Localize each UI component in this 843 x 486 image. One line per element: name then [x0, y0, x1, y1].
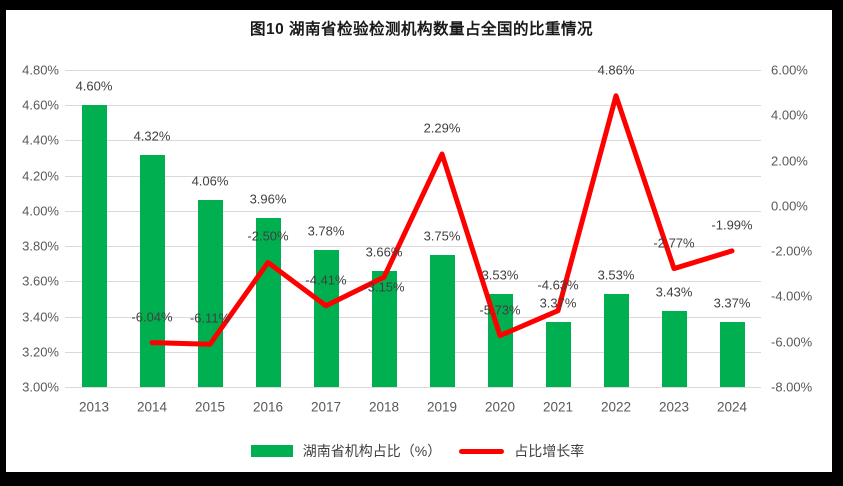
line-label-2014: -6.04% — [131, 309, 173, 325]
right-axis-tick: 0.00% — [771, 198, 808, 214]
left-axis-tick: 4.40% — [22, 132, 59, 148]
bar-label-2013: 4.60% — [75, 78, 113, 94]
legend-line-label: 占比增长率 — [514, 443, 585, 459]
line-label-2024: -1.99% — [711, 217, 753, 233]
right-axis-tick: 4.00% — [771, 107, 808, 123]
bar-label-2016: 3.96% — [249, 191, 287, 207]
left-axis-tick: 4.80% — [22, 62, 59, 78]
legend-bar-label: 湖南省机构占比（%） — [302, 443, 442, 459]
gridline — [65, 70, 761, 71]
bar-label-2018: 3.66% — [365, 244, 403, 260]
bar-label-2022: 3.53% — [597, 267, 635, 283]
bar-label-2023: 3.43% — [655, 284, 693, 300]
x-axis-label: 2016 — [252, 399, 284, 415]
x-axis-label: 2013 — [78, 399, 110, 415]
left-axis-tick: 3.60% — [22, 273, 59, 289]
left-axis-tick: 4.20% — [22, 168, 59, 184]
x-axis-label: 2015 — [194, 399, 226, 415]
x-axis-label: 2018 — [368, 399, 400, 415]
x-axis-label: 2017 — [310, 399, 342, 415]
left-axis-tick: 4.60% — [22, 97, 59, 113]
bar-2013 — [81, 105, 107, 387]
left-axis-tick: 3.40% — [22, 309, 59, 325]
legend: 湖南省机构占比（%） 占比增长率 — [0, 441, 843, 461]
bar-label-2014: 4.32% — [133, 128, 171, 144]
right-axis-tick: -2.00% — [771, 243, 813, 259]
left-axis-tick: 3.20% — [22, 344, 59, 360]
x-axis-label: 2020 — [484, 399, 516, 415]
right-axis-tick: 2.00% — [771, 153, 808, 169]
line-label-2015: -6.11% — [189, 310, 231, 326]
legend-bar-swatch-icon — [250, 445, 293, 457]
line-label-2019: 2.29% — [423, 120, 461, 136]
x-axis-label: 2024 — [716, 399, 748, 415]
x-axis-label: 2023 — [658, 399, 690, 415]
right-axis-tick: -8.00% — [771, 379, 813, 395]
left-axis-tick: 3.80% — [22, 238, 59, 254]
bar-label-2019: 3.75% — [423, 228, 461, 244]
left-axis-tick: 3.00% — [22, 379, 59, 395]
bar-label-2017: 3.78% — [307, 223, 345, 239]
line-label-2021: -4.63% — [537, 277, 579, 293]
right-axis-tick: 6.00% — [771, 62, 808, 78]
line-label-2016: -2.50% — [247, 228, 289, 244]
line-label-2023: -2.77% — [653, 235, 695, 251]
chart-title: 图10 湖南省检验检测机构数量占全国的比重情况 — [249, 21, 594, 38]
line-label-2017: -4.41% — [305, 272, 347, 288]
gridline — [65, 387, 761, 388]
x-axis-label: 2021 — [542, 399, 574, 415]
bar-label-2024: 3.37% — [713, 295, 751, 311]
right-axis-tick: -4.00% — [771, 288, 813, 304]
right-axis-tick: -6.00% — [771, 334, 813, 350]
gridline — [65, 351, 761, 353]
legend-line-swatch-icon — [459, 448, 505, 454]
line-label-2020: -5.73% — [479, 302, 521, 318]
left-axis-tick: 4.00% — [22, 203, 59, 219]
bar-label-2015: 4.06% — [191, 173, 229, 189]
x-axis-label: 2019 — [426, 399, 458, 415]
bar-label-2021: 3.37% — [539, 295, 577, 311]
x-axis-label: 2014 — [136, 399, 168, 415]
line-label-2018: -3.15% — [363, 279, 405, 295]
line-label-2022: 4.86% — [597, 62, 635, 78]
x-axis-label: 2022 — [600, 399, 632, 415]
bar-label-2020: 3.53% — [481, 267, 519, 283]
